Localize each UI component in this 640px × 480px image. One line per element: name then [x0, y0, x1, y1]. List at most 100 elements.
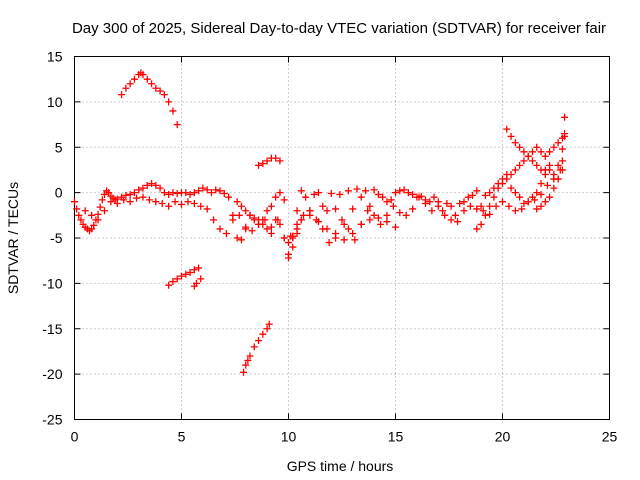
data-point	[531, 196, 539, 204]
data-point	[353, 185, 361, 193]
data-point	[511, 207, 519, 215]
data-point	[143, 75, 151, 83]
data-point	[366, 202, 374, 210]
data-point	[118, 91, 126, 99]
data-point	[460, 198, 468, 206]
data-point	[507, 184, 515, 192]
data-point	[533, 205, 541, 213]
data-point	[507, 132, 515, 140]
data-point	[494, 184, 502, 192]
data-point	[135, 186, 143, 194]
data-point	[477, 220, 485, 228]
data-point	[171, 198, 179, 206]
data-point	[182, 270, 190, 278]
data-point	[272, 193, 280, 201]
data-point	[96, 203, 104, 211]
data-point	[558, 145, 566, 153]
data-point	[310, 190, 318, 198]
data-point	[263, 207, 271, 215]
data-point	[195, 187, 203, 195]
data-point	[280, 196, 288, 204]
data-point	[338, 216, 346, 224]
data-point	[145, 196, 153, 204]
data-point	[428, 207, 436, 215]
data-point	[492, 202, 500, 210]
data-point	[71, 198, 78, 206]
y-tick-label: 5	[55, 139, 63, 155]
data-point	[190, 189, 198, 197]
x-tick-label: 25	[602, 429, 618, 445]
data-point	[255, 216, 263, 224]
data-point	[267, 202, 275, 210]
data-point	[554, 175, 562, 183]
x-axis-label: GPS time / hours	[287, 458, 394, 474]
data-point	[364, 207, 372, 215]
data-point	[122, 84, 130, 92]
data-point	[389, 202, 397, 210]
data-point	[263, 157, 271, 165]
data-point	[148, 180, 156, 188]
data-point	[370, 186, 378, 194]
data-point	[561, 132, 569, 140]
data-point	[537, 190, 545, 198]
data-point	[561, 113, 569, 121]
data-point	[507, 170, 515, 178]
data-point	[554, 161, 562, 169]
data-point	[113, 200, 121, 208]
data-point	[473, 187, 481, 195]
data-point	[276, 189, 284, 197]
data-point	[173, 190, 181, 198]
data-point	[332, 234, 340, 242]
data-point	[280, 234, 288, 242]
data-point	[297, 216, 305, 224]
y-tick-label: 0	[55, 185, 63, 201]
data-point	[454, 218, 462, 226]
data-point	[255, 161, 263, 169]
data-point	[165, 202, 173, 210]
data-point	[246, 211, 254, 219]
data-point	[357, 220, 365, 228]
data-point	[541, 152, 549, 160]
data-point	[152, 181, 160, 189]
data-point	[100, 190, 108, 198]
data-point	[133, 194, 141, 202]
data-point	[272, 154, 280, 162]
data-point	[528, 157, 536, 165]
y-tick-label: -15	[42, 321, 62, 337]
data-point	[293, 207, 301, 215]
data-point	[366, 216, 374, 224]
data-point	[156, 184, 164, 192]
data-point	[434, 202, 442, 210]
data-point	[94, 216, 102, 224]
data-point	[259, 160, 267, 168]
data-point	[505, 202, 513, 210]
data-point	[216, 225, 224, 233]
data-point	[546, 148, 554, 156]
data-point	[344, 187, 352, 195]
data-point	[285, 239, 292, 247]
data-point	[90, 221, 98, 229]
data-point	[81, 207, 89, 215]
data-point	[289, 232, 297, 240]
data-point	[160, 189, 168, 197]
data-point	[362, 187, 370, 195]
data-point	[244, 357, 252, 365]
data-point	[222, 229, 230, 237]
data-point	[541, 166, 549, 174]
data-point	[242, 223, 250, 231]
data-point	[169, 107, 177, 115]
data-point	[259, 330, 267, 338]
data-point	[473, 225, 481, 233]
data-point	[481, 191, 489, 199]
data-point	[503, 125, 511, 133]
data-point	[143, 181, 151, 189]
data-point	[98, 196, 106, 204]
data-point	[122, 191, 130, 199]
data-point	[533, 161, 541, 169]
data-point	[323, 207, 331, 215]
data-point	[190, 282, 198, 290]
data-point	[404, 189, 412, 197]
data-point	[349, 229, 357, 237]
data-point	[443, 200, 451, 208]
data-point	[460, 207, 468, 215]
